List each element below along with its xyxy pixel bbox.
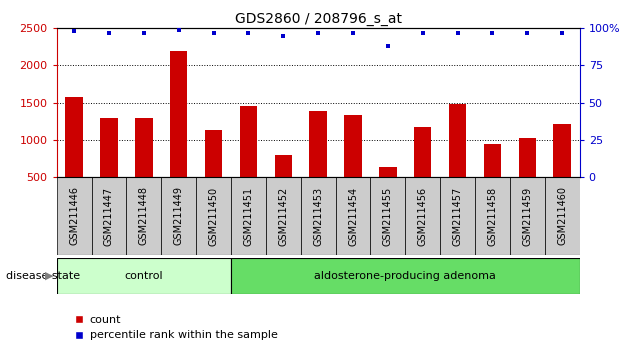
Bar <box>553 124 571 177</box>
Text: GSM211455: GSM211455 <box>383 186 393 246</box>
Legend: count, percentile rank within the sample: count, percentile rank within the sample <box>69 310 282 345</box>
Text: disease state: disease state <box>6 271 81 281</box>
Bar <box>440 177 475 255</box>
Point <box>557 30 567 36</box>
Text: GSM211457: GSM211457 <box>452 186 462 246</box>
Point <box>348 30 358 36</box>
Bar <box>161 177 196 255</box>
Point <box>139 30 149 36</box>
Text: GSM211454: GSM211454 <box>348 186 358 246</box>
Bar <box>170 51 188 177</box>
Point <box>418 30 428 36</box>
Point <box>243 30 253 36</box>
Point <box>488 30 498 36</box>
Text: GSM211448: GSM211448 <box>139 187 149 245</box>
Text: GSM211450: GSM211450 <box>209 186 219 246</box>
Bar <box>510 177 545 255</box>
Bar <box>344 115 362 177</box>
Bar <box>57 177 91 255</box>
Bar <box>336 177 370 255</box>
Point <box>69 28 79 34</box>
Bar <box>135 118 152 177</box>
Text: control: control <box>125 271 163 281</box>
Bar <box>370 177 405 255</box>
Bar <box>379 167 396 177</box>
Bar <box>66 97 83 177</box>
Point <box>313 30 323 36</box>
Bar <box>405 177 440 255</box>
Text: aldosterone-producing adenoma: aldosterone-producing adenoma <box>314 271 496 281</box>
Text: GSM211456: GSM211456 <box>418 186 428 246</box>
Bar <box>484 144 501 177</box>
Bar <box>239 105 257 177</box>
Bar <box>301 177 336 255</box>
Text: GSM211449: GSM211449 <box>174 187 184 245</box>
Bar <box>231 258 580 294</box>
Text: GSM211460: GSM211460 <box>557 187 567 245</box>
Text: GSM211453: GSM211453 <box>313 186 323 246</box>
Text: GSM211452: GSM211452 <box>278 186 289 246</box>
Text: GSM211446: GSM211446 <box>69 187 79 245</box>
Title: GDS2860 / 208796_s_at: GDS2860 / 208796_s_at <box>234 12 402 26</box>
Bar <box>309 111 327 177</box>
Bar <box>205 130 222 177</box>
Point <box>522 30 532 36</box>
Bar <box>57 258 231 294</box>
Bar <box>127 177 161 255</box>
Point <box>452 30 462 36</box>
Text: GSM211458: GSM211458 <box>488 186 498 246</box>
Text: ▶: ▶ <box>45 271 54 281</box>
Point <box>383 43 393 49</box>
Bar <box>231 177 266 255</box>
Bar <box>266 177 301 255</box>
Bar <box>196 177 231 255</box>
Text: GSM211447: GSM211447 <box>104 186 114 246</box>
Bar <box>545 177 580 255</box>
Bar <box>100 118 118 177</box>
Bar <box>275 155 292 177</box>
Bar <box>414 127 432 177</box>
Text: GSM211451: GSM211451 <box>243 186 253 246</box>
Point <box>278 33 289 39</box>
Point <box>104 30 114 36</box>
Bar <box>475 177 510 255</box>
Point <box>209 30 219 36</box>
Bar <box>91 177 127 255</box>
Point <box>174 27 184 33</box>
Bar <box>449 104 466 177</box>
Bar <box>518 138 536 177</box>
Text: GSM211459: GSM211459 <box>522 186 532 246</box>
